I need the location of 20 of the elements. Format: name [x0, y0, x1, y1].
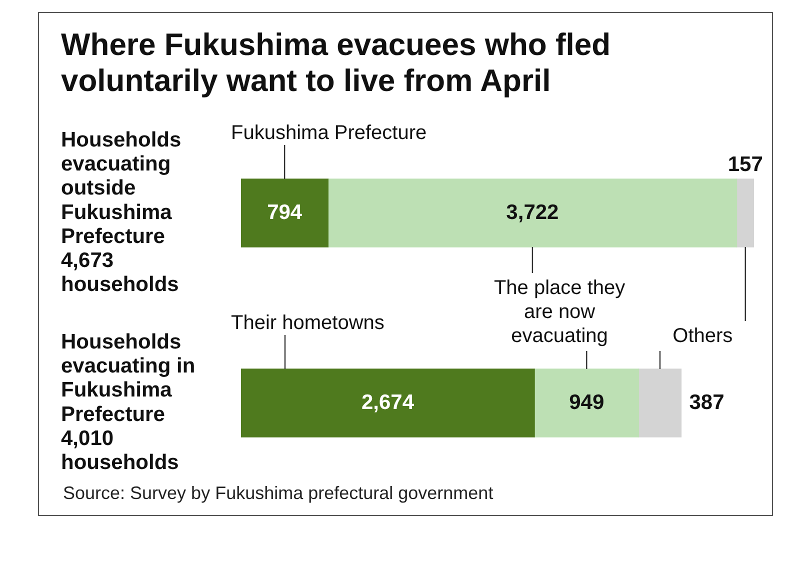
data-label: 794 — [267, 200, 302, 224]
y-tick-label: Households evacuating outside Fukushima Prefecture 4,673 households — [61, 128, 182, 296]
series-label: Others — [672, 325, 733, 347]
y-tick-label: Households evacuating in Fukushima Prefecture 4,010 households — [61, 330, 196, 474]
data-label: 3,722 — [506, 200, 559, 224]
series-label: Their hometowns — [231, 312, 384, 334]
bar — [736, 178, 754, 248]
series-label: The place they are now evacuating — [494, 277, 626, 347]
bar — [328, 178, 738, 248]
bar — [638, 368, 682, 438]
annotation: Fukushima Prefecture — [231, 122, 427, 144]
data-label: 2,674 — [361, 390, 414, 414]
bar — [534, 368, 640, 438]
data-label: 157 — [728, 152, 763, 176]
bar — [241, 368, 535, 438]
annotation: Source: Survey by Fukushima prefectural government — [63, 483, 494, 504]
data-label: 387 — [689, 390, 724, 414]
bar — [241, 178, 328, 248]
chart-title: Where Fukushima evacuees who fled voluntarily want to live from April — [61, 27, 612, 99]
data-label: 949 — [569, 390, 604, 414]
